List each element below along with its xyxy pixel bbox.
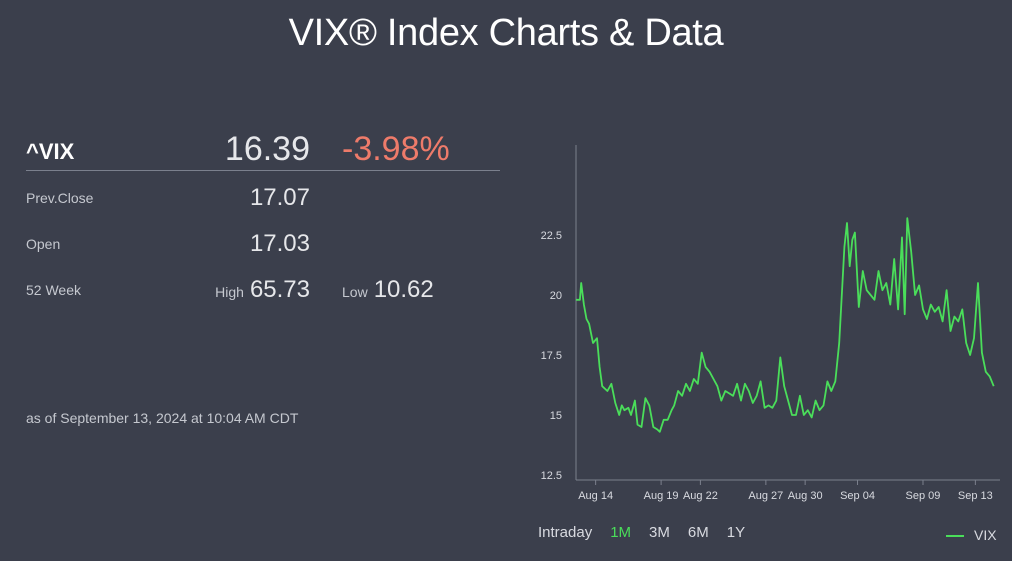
range-1m[interactable]: 1M [610, 524, 632, 541]
open-label: Open [26, 236, 61, 252]
quote-panel: ^VIX 16.39 -3.98% Prev.Close 17.07 Open … [26, 120, 500, 309]
y-tick-label: 20 [550, 290, 562, 302]
y-tick-label: 17.5 [541, 350, 562, 362]
series-line-vix [576, 217, 995, 433]
prev-close-row: Prev.Close 17.07 [26, 171, 500, 217]
range-intraday[interactable]: Intraday [538, 524, 593, 541]
open-row: Open 17.03 [26, 217, 500, 263]
x-tick-label: Sep 04 [840, 490, 875, 502]
prev-close-label: Prev.Close [26, 190, 94, 206]
as-of-timestamp: as of September 13, 2024 at 10:04 AM CDT [26, 410, 299, 426]
range-6m[interactable]: 6M [687, 524, 709, 541]
low-label: Low [342, 284, 368, 300]
x-tick-label: Aug 19 [644, 490, 679, 502]
quote-headline: ^VIX 16.39 -3.98% [26, 120, 500, 171]
high-value: 65.73 [249, 276, 310, 303]
chart-svg: 12.5 15 17.5 20 22.5 Aug 14 Aug 19 Aug 22 Aug 27… [541, 145, 1000, 502]
ticker-symbol: ^VIX [26, 139, 75, 164]
x-tick-label: Aug 14 [578, 490, 613, 502]
week52-low: Low 10.62 [342, 276, 434, 304]
open-value: 17.03 [249, 230, 310, 257]
legend-label: VIX [974, 527, 997, 543]
range-selector: Intraday 1M 3M 6M 1Y [538, 524, 763, 541]
y-tick-label: 15 [550, 410, 562, 422]
week52-row: 52 Week High 65.73 Low 10.62 [26, 263, 500, 309]
x-tick-label: Sep 13 [958, 490, 993, 502]
y-tick-label: 12.5 [541, 470, 562, 482]
last-price: 16.39 [224, 130, 310, 168]
legend-swatch [946, 535, 964, 538]
x-tick-label: Aug 22 [683, 490, 718, 502]
y-tick-label: 22.5 [541, 230, 562, 242]
x-tick-label: Aug 27 [748, 490, 783, 502]
low-value: 10.62 [373, 276, 434, 303]
range-3m[interactable]: 3M [649, 524, 670, 541]
range-1y[interactable]: 1Y [726, 524, 746, 541]
chart-legend: VIX [946, 527, 997, 543]
x-tick-label: Sep 09 [906, 490, 941, 502]
week52-high: High 65.73 [215, 276, 310, 304]
x-tick-label: Aug 30 [788, 490, 823, 502]
change-percent: -3.98% [342, 130, 450, 168]
page-title: VIX® Index Charts & Data [288, 12, 724, 54]
prev-close-value: 17.07 [249, 184, 310, 211]
high-label: High [215, 284, 244, 300]
week52-label: 52 Week [26, 282, 81, 298]
vix-line-chart[interactable]: 12.5 15 17.5 20 22.5 Aug 14 Aug 19 Aug 22 Aug 27… [520, 130, 1012, 510]
